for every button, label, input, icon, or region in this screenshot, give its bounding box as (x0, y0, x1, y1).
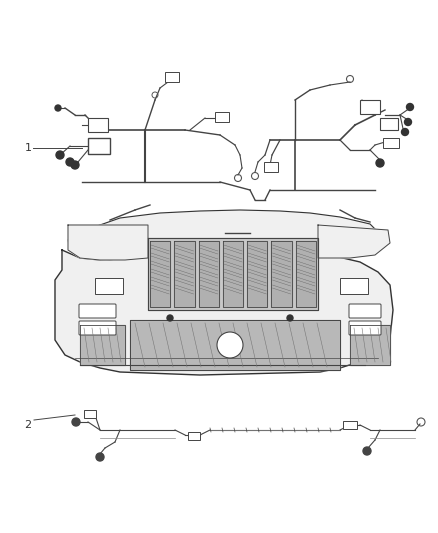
Polygon shape (80, 325, 125, 365)
Bar (88, 138, 110, 154)
Bar (188, 432, 200, 440)
Bar (84, 410, 96, 418)
Polygon shape (148, 238, 318, 310)
Polygon shape (223, 241, 243, 307)
Polygon shape (150, 241, 170, 307)
FancyBboxPatch shape (79, 321, 116, 335)
Text: 2: 2 (25, 420, 32, 430)
Circle shape (55, 105, 61, 111)
FancyBboxPatch shape (349, 321, 381, 335)
Circle shape (56, 151, 64, 159)
Circle shape (287, 315, 293, 321)
Bar (165, 72, 179, 82)
Polygon shape (198, 241, 219, 307)
Circle shape (405, 118, 411, 125)
Polygon shape (296, 241, 316, 307)
Bar (343, 421, 357, 429)
Bar (383, 138, 399, 148)
Polygon shape (130, 320, 340, 370)
Circle shape (167, 315, 173, 321)
Polygon shape (350, 325, 390, 365)
Bar (360, 100, 380, 114)
Polygon shape (174, 241, 194, 307)
FancyBboxPatch shape (79, 304, 116, 318)
Polygon shape (318, 225, 390, 258)
Bar (215, 112, 229, 122)
Bar (88, 118, 108, 132)
Polygon shape (68, 225, 148, 260)
Circle shape (363, 447, 371, 455)
Circle shape (96, 453, 104, 461)
Circle shape (402, 128, 409, 135)
Bar (95, 278, 123, 294)
FancyBboxPatch shape (349, 304, 381, 318)
Polygon shape (55, 247, 393, 375)
Circle shape (406, 103, 413, 110)
Polygon shape (272, 241, 292, 307)
Circle shape (217, 332, 243, 358)
Bar (264, 162, 278, 172)
Bar (380, 118, 398, 130)
Bar (340, 278, 368, 294)
Polygon shape (68, 210, 378, 260)
Text: 1: 1 (25, 143, 32, 153)
Polygon shape (247, 241, 268, 307)
Circle shape (376, 159, 384, 167)
Circle shape (71, 161, 79, 169)
Circle shape (66, 158, 74, 166)
Circle shape (72, 418, 80, 426)
